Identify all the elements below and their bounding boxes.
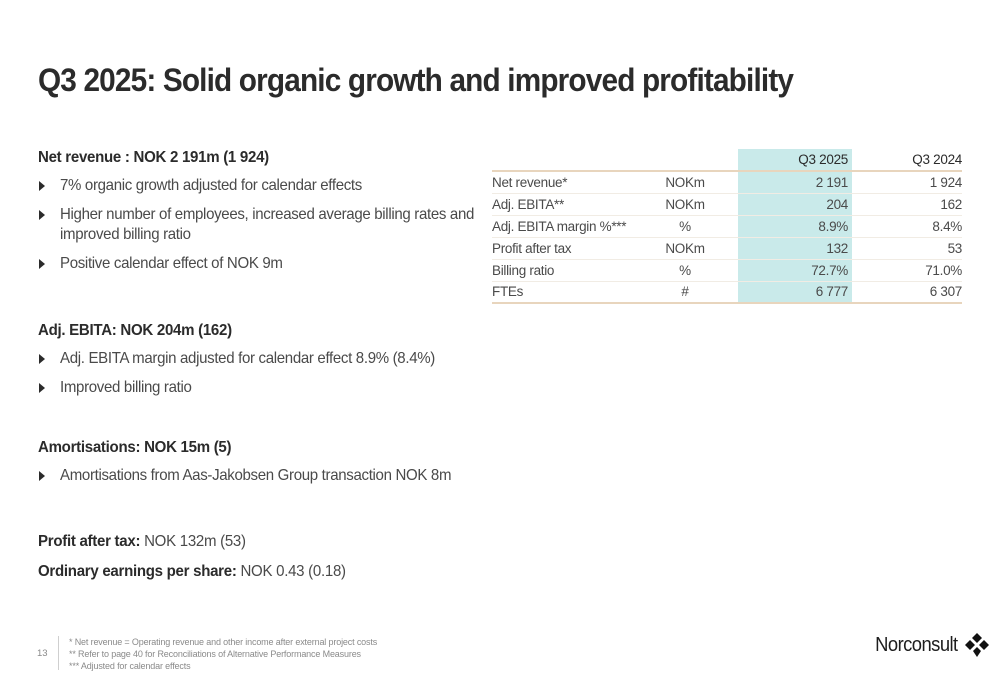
footnote: ** Refer to page 40 for Reconciliations … xyxy=(69,649,361,659)
row-q3-2024: 1 924 xyxy=(929,174,963,190)
header-q3-2024: Q3 2024 xyxy=(912,152,962,167)
table-row: Profit after tax NOKm 132 53 xyxy=(492,237,962,259)
amortisations-bullets: Amortisations from Aas-Jakobsen Group tr… xyxy=(38,466,476,486)
row-q3-2025: 8.9% xyxy=(738,215,852,237)
logo-wordmark: Norconsult xyxy=(875,633,958,656)
footer-divider xyxy=(58,636,59,670)
bullet-item: Amortisations from Aas-Jakobsen Group tr… xyxy=(38,466,476,486)
bullet-arrow-icon xyxy=(39,259,45,269)
net-revenue-section: Net revenue : NOK 2 191m (1 924) 7% orga… xyxy=(38,148,478,283)
header-unit xyxy=(632,149,738,171)
amortisations-section: Amortisations: NOK 15m (5) Amortisations… xyxy=(38,438,476,495)
profit-after-tax-line: Profit after tax: NOK 132m (53) xyxy=(38,532,246,552)
table-row: Net revenue* NOKm 2 191 1 924 xyxy=(492,171,962,193)
row-label: Profit after tax xyxy=(492,240,572,256)
kpi-table: Q3 2025 Q3 2024 Net revenue* NOKm 2 191 … xyxy=(492,149,962,304)
table-row: Billing ratio % 72.7% 71.0% xyxy=(492,259,962,281)
bullet-arrow-icon xyxy=(39,471,45,481)
row-label: Billing ratio xyxy=(492,262,555,278)
header-label xyxy=(492,149,632,171)
bullet-arrow-icon xyxy=(39,181,45,191)
adj-ebita-bullets: Adj. EBITA margin adjusted for calendar … xyxy=(38,349,459,398)
norconsult-logo: Norconsult xyxy=(868,632,990,658)
row-q3-2024: 53 xyxy=(947,240,963,256)
row-label: FTEs xyxy=(492,284,524,300)
eps-label: Ordinary earnings per share: xyxy=(38,563,237,580)
net-revenue-bullets: 7% organic growth adjusted for calendar … xyxy=(38,176,478,274)
row-unit: NOKm xyxy=(665,196,705,212)
profit-after-tax-value: NOK 132m (53) xyxy=(144,533,246,550)
footnotes: * Net revenue = Operating revenue and ot… xyxy=(69,636,377,672)
slide-title: Q3 2025: Solid organic growth and improv… xyxy=(38,62,794,98)
table-row: FTEs # 6 777 6 307 xyxy=(492,281,962,303)
bullet-arrow-icon xyxy=(39,383,45,393)
row-q3-2024: 6 307 xyxy=(929,284,963,300)
table-row: Adj. EBITA** NOKm 204 162 xyxy=(492,193,962,215)
row-unit: % xyxy=(679,218,691,234)
bullet-arrow-icon xyxy=(39,210,45,220)
adj-ebita-section: Adj. EBITA: NOK 204m (162) Adj. EBITA ma… xyxy=(38,321,459,407)
diamond-cluster-icon xyxy=(964,633,989,657)
table-header-row: Q3 2025 Q3 2024 xyxy=(492,149,962,171)
row-q3-2024: 71.0% xyxy=(925,262,962,278)
row-unit: NOKm xyxy=(665,240,705,256)
profit-after-tax-label: Profit after tax: xyxy=(38,533,141,550)
row-label: Adj. EBITA margin %*** xyxy=(492,218,627,234)
bullet-item: Positive calendar effect of NOK 9m xyxy=(38,254,478,274)
row-unit: # xyxy=(681,284,689,300)
bullet-item: Improved billing ratio xyxy=(38,378,459,398)
page-number: 13 xyxy=(37,648,48,659)
amortisations-heading: Amortisations: NOK 15m (5) xyxy=(38,439,232,456)
row-q3-2024: 8.4% xyxy=(932,218,962,234)
bullet-item: Adj. EBITA margin adjusted for calendar … xyxy=(38,349,459,369)
footnote: *** Adjusted for calendar effects xyxy=(69,661,191,671)
row-q3-2025: 132 xyxy=(738,237,852,259)
eps-line: Ordinary earnings per share: NOK 0.43 (0… xyxy=(38,562,346,582)
row-q3-2025: 204 xyxy=(738,193,852,215)
footnote: * Net revenue = Operating revenue and ot… xyxy=(69,637,378,647)
row-label: Net revenue* xyxy=(492,174,568,190)
row-q3-2025: 2 191 xyxy=(738,171,852,193)
row-q3-2024: 162 xyxy=(940,196,962,212)
row-q3-2025: 6 777 xyxy=(738,281,852,303)
bullet-arrow-icon xyxy=(39,354,45,364)
table-row: Adj. EBITA margin %*** % 8.9% 8.4% xyxy=(492,215,962,237)
row-label: Adj. EBITA** xyxy=(492,196,564,212)
net-revenue-heading: Net revenue : NOK 2 191m (1 924) xyxy=(38,149,269,166)
row-unit: % xyxy=(679,262,691,278)
row-q3-2025: 72.7% xyxy=(738,259,852,281)
bullet-item: Higher number of employees, increased av… xyxy=(38,205,478,245)
bullet-item: 7% organic growth adjusted for calendar … xyxy=(38,176,478,196)
eps-value: NOK 0.43 (0.18) xyxy=(240,563,346,580)
row-unit: NOKm xyxy=(665,174,705,190)
header-q3-2025: Q3 2025 xyxy=(738,149,852,171)
adj-ebita-heading: Adj. EBITA: NOK 204m (162) xyxy=(38,322,232,339)
